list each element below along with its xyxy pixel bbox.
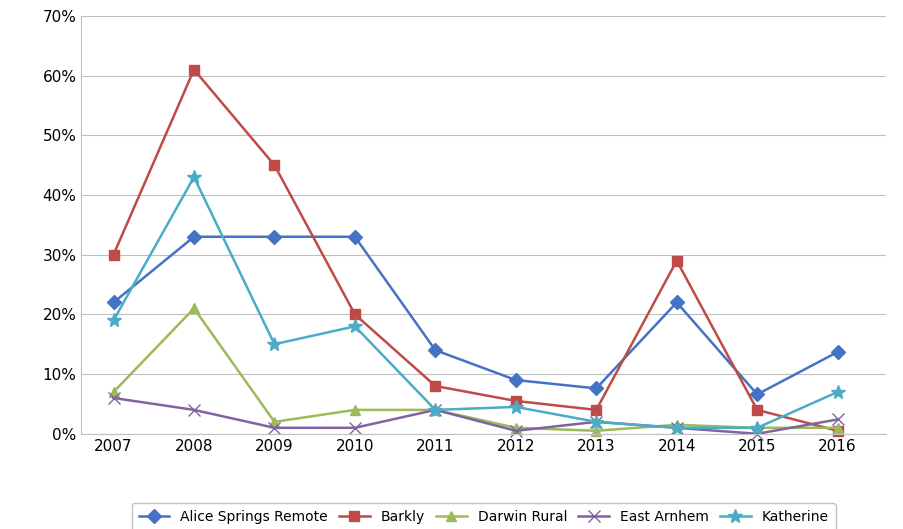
East Arnhem — [349, 425, 360, 431]
Darwin Rural — [591, 427, 601, 434]
Katherine — [430, 407, 441, 413]
Katherine — [269, 341, 280, 348]
Darwin Rural — [269, 418, 280, 425]
Katherine — [349, 323, 360, 330]
East Arnhem — [671, 425, 682, 431]
Alice Springs Remote — [832, 349, 842, 355]
Line: Darwin Rural: Darwin Rural — [108, 304, 842, 436]
Alice Springs Remote — [189, 234, 200, 240]
Darwin Rural — [671, 422, 682, 428]
Katherine — [189, 174, 200, 180]
Barkly — [751, 407, 762, 413]
Line: Alice Springs Remote: Alice Springs Remote — [108, 232, 842, 399]
Barkly — [510, 398, 521, 404]
Alice Springs Remote — [591, 385, 601, 391]
Alice Springs Remote — [108, 299, 119, 306]
Katherine — [108, 317, 119, 324]
Darwin Rural — [751, 425, 762, 431]
East Arnhem — [430, 407, 441, 413]
Alice Springs Remote — [751, 391, 762, 398]
Legend: Alice Springs Remote, Barkly, Darwin Rural, East Arnhem, Katherine: Alice Springs Remote, Barkly, Darwin Rur… — [132, 504, 834, 529]
Barkly — [108, 251, 119, 258]
Barkly — [671, 258, 682, 264]
East Arnhem — [591, 418, 601, 425]
Darwin Rural — [108, 389, 119, 395]
Katherine — [832, 389, 842, 395]
Alice Springs Remote — [349, 234, 360, 240]
Katherine — [591, 418, 601, 425]
Barkly — [349, 311, 360, 317]
Katherine — [510, 404, 521, 410]
East Arnhem — [108, 395, 119, 401]
Alice Springs Remote — [430, 347, 441, 353]
Barkly — [269, 162, 280, 168]
East Arnhem — [510, 427, 521, 434]
Darwin Rural — [510, 425, 521, 431]
Darwin Rural — [349, 407, 360, 413]
Line: East Arnhem: East Arnhem — [107, 391, 843, 440]
East Arnhem — [751, 431, 762, 437]
Barkly — [189, 67, 200, 73]
Line: Katherine: Katherine — [107, 170, 843, 435]
Line: Barkly: Barkly — [108, 65, 842, 436]
Darwin Rural — [832, 425, 842, 431]
East Arnhem — [269, 425, 280, 431]
Barkly — [832, 427, 842, 434]
Barkly — [591, 407, 601, 413]
East Arnhem — [189, 407, 200, 413]
Katherine — [671, 425, 682, 431]
Darwin Rural — [430, 407, 441, 413]
Alice Springs Remote — [671, 299, 682, 306]
Katherine — [751, 425, 762, 431]
Darwin Rural — [189, 305, 200, 312]
Alice Springs Remote — [269, 234, 280, 240]
Alice Springs Remote — [510, 377, 521, 383]
East Arnhem — [832, 416, 842, 423]
Barkly — [430, 383, 441, 389]
